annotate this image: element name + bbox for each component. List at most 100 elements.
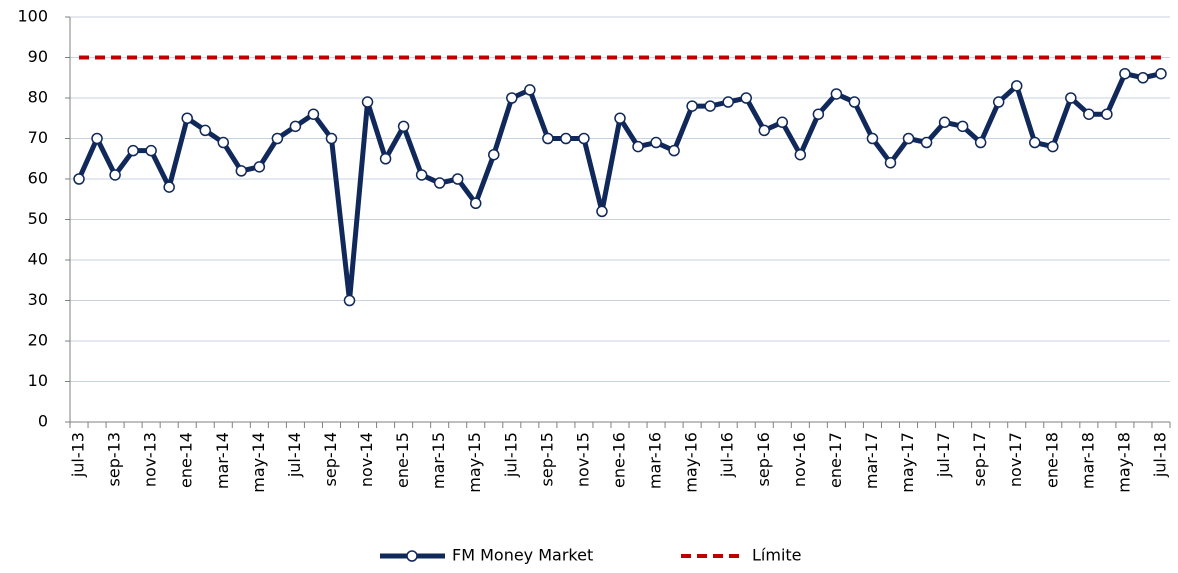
marker	[992, 96, 1005, 108]
y-tick-label: 70	[28, 128, 48, 147]
marker	[920, 136, 933, 149]
marker	[145, 144, 157, 157]
x-tick-label: sep-17	[970, 432, 989, 486]
x-tick-label: ene-14	[177, 432, 196, 488]
x-tick-label: nov-15	[573, 432, 592, 487]
x-tick-label: jul-16	[718, 432, 737, 478]
y-tick-label: 30	[28, 290, 48, 309]
marker	[253, 161, 266, 173]
y-tick-label: 40	[28, 250, 48, 269]
marker	[163, 181, 175, 193]
marker	[235, 165, 248, 177]
y-tick-label: 80	[28, 88, 48, 107]
marker	[199, 124, 211, 137]
marker	[109, 169, 121, 181]
marker	[217, 136, 230, 149]
x-tick-label: ene-16	[610, 432, 629, 488]
x-tick-label: nov-17	[1006, 432, 1025, 487]
marker	[415, 169, 428, 181]
marker	[560, 132, 572, 145]
marker	[740, 92, 752, 104]
marker	[848, 96, 861, 108]
marker	[974, 136, 987, 149]
marker	[614, 112, 626, 124]
x-tick-label: jul-14	[285, 432, 304, 478]
x-tick-label: nov-13	[141, 432, 160, 487]
marker	[433, 177, 446, 189]
x-tick-label: jul-15	[501, 432, 520, 478]
marker	[668, 144, 680, 157]
marker	[632, 140, 644, 153]
marker	[325, 132, 338, 145]
x-tick-label: ene-15	[393, 432, 412, 488]
x-tick-label: may-15	[465, 432, 484, 493]
marker	[884, 157, 897, 169]
marker	[127, 144, 139, 157]
marker	[722, 96, 734, 108]
marker	[91, 132, 103, 145]
marker	[578, 132, 590, 145]
marker	[1155, 67, 1167, 80]
marker	[650, 136, 662, 149]
marker	[506, 92, 518, 104]
marker	[938, 116, 951, 129]
x-tick-label: mar-14	[213, 432, 232, 489]
x-tick-label: sep-14	[321, 432, 340, 486]
x-tick-label: sep-15	[537, 432, 556, 486]
marker	[1029, 136, 1041, 149]
marker	[776, 116, 789, 129]
marker	[343, 294, 356, 307]
y-tick-label: 50	[28, 209, 48, 228]
marker	[866, 132, 879, 145]
x-tick-label: mar-16	[646, 432, 665, 489]
x-tick-label: nov-14	[357, 432, 376, 487]
marker	[704, 100, 716, 112]
legend-label: Límite	[752, 546, 802, 565]
x-tick-label: may-16	[682, 432, 701, 493]
x-tick-label: sep-16	[754, 432, 773, 486]
x-tick-label: sep-13	[105, 432, 124, 486]
marker	[361, 96, 374, 108]
x-tick-label: mar-17	[862, 432, 881, 489]
y-tick-label: 20	[28, 331, 48, 350]
marker	[794, 148, 807, 161]
marker	[289, 120, 302, 133]
y-tick-label: 90	[28, 47, 48, 66]
marker	[812, 108, 825, 120]
marker	[307, 108, 320, 120]
x-tick-label: jul-13	[69, 432, 88, 478]
marker	[1119, 67, 1131, 80]
marker	[1047, 140, 1059, 153]
y-tick-label: 0	[38, 412, 48, 431]
marker	[686, 100, 698, 112]
x-tick-label: ene-18	[1042, 432, 1061, 488]
marker	[181, 112, 193, 124]
x-tick-label: may-17	[898, 432, 917, 493]
marker	[271, 132, 284, 145]
marker	[830, 88, 843, 100]
legend-label: FM Money Market	[452, 546, 593, 565]
marker	[758, 124, 771, 137]
marker	[451, 173, 464, 185]
marker	[902, 132, 915, 145]
marker	[488, 148, 500, 161]
marker	[1010, 80, 1023, 92]
x-tick-label: may-14	[249, 432, 268, 493]
marker	[379, 153, 392, 165]
x-tick-label: ene-17	[826, 432, 845, 488]
marker	[596, 205, 608, 218]
x-tick-label: mar-18	[1078, 432, 1097, 489]
marker	[469, 197, 482, 210]
x-tick-label: nov-16	[790, 432, 809, 487]
marker	[1065, 92, 1077, 104]
y-tick-label: 10	[28, 371, 48, 390]
marker	[542, 132, 554, 145]
x-tick-label: may-18	[1114, 432, 1133, 493]
x-tick-label: mar-15	[429, 432, 448, 489]
x-tick-label: jul-18	[1150, 432, 1169, 478]
marker	[73, 173, 85, 185]
marker	[397, 120, 410, 133]
marker	[524, 84, 536, 96]
y-tick-label: 100	[17, 7, 48, 26]
